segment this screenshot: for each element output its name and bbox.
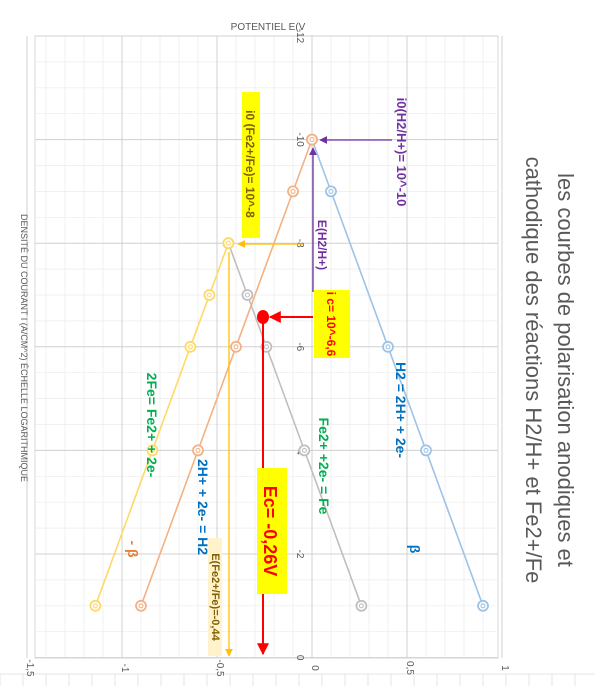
data-point-core [225, 240, 231, 246]
x-tick-label: 0 [294, 655, 305, 661]
minus-beta-label: - β [125, 540, 141, 558]
data-point-core [187, 344, 193, 350]
data-point-core [290, 188, 296, 194]
data-point-core [328, 188, 334, 194]
data-point [382, 340, 394, 353]
ec-label: Ec= -0,26V [260, 486, 280, 577]
h2-anodic-label: H2 = 2H+ + 2e- [393, 362, 409, 458]
data-point-core [149, 447, 155, 453]
e-fe-highlight [208, 538, 222, 656]
x-tick-label: -6 [294, 342, 305, 351]
chart-title: les courbes de polarisation anodiques et… [521, 157, 578, 584]
ec-highlight [257, 468, 287, 594]
data-point-core [385, 344, 391, 350]
fe-anodic-label: 2Fe= Fe2+ + 2e- [144, 373, 160, 478]
data-point [222, 237, 235, 250]
data-point-core [206, 292, 212, 298]
data-point-core [301, 447, 307, 453]
y-tick-label: -1,5 [24, 659, 35, 677]
data-point-core [480, 603, 486, 609]
e-h2-label: E(H2/H+) [315, 220, 329, 270]
sheet-grid [0, 673, 595, 686]
data-point [230, 340, 242, 353]
i0-fe-highlight [242, 92, 260, 238]
x-tick-label: -10 [294, 132, 305, 147]
y-tick-label: -0,5 [214, 659, 225, 677]
y-tick-label: 1 [499, 665, 510, 671]
series-4 [89, 237, 235, 612]
i0-fe-label: i0 (Fe2+/Fe)= 10^-8 [243, 110, 257, 218]
data-point-core [263, 344, 269, 350]
series-2 [135, 133, 318, 612]
data-point-core [233, 344, 239, 350]
data-point [89, 599, 102, 612]
data-point [135, 599, 147, 612]
y-tick-label: -1 [119, 664, 130, 673]
data-point-core [195, 447, 201, 453]
fe-cathodic-label: Fe2+ +2e- = Fe [316, 418, 332, 515]
data-point-core [138, 603, 144, 609]
data-point [325, 185, 337, 198]
i0-h2-label: i0(H2/H+)= 10^-10 [394, 98, 409, 207]
data-point [355, 599, 368, 612]
y-tick-label: 0,5 [404, 661, 415, 675]
data-point-core [309, 137, 315, 143]
ic-label: i c= 10^-6,6 [324, 292, 338, 357]
data-point-core [423, 447, 429, 453]
data-point [184, 340, 197, 353]
x-tick-label: -2 [294, 550, 305, 559]
x-axis-title: DENSITÉ DU COURANT I (A/CM^2) ÉCHELLE LO… [19, 214, 29, 482]
data-point [298, 444, 311, 457]
data-point [306, 133, 318, 146]
data-point [287, 185, 299, 198]
data-point [241, 289, 254, 301]
data-point [203, 289, 216, 301]
annotations: i0(H2/H+)= 10^-10 E(H2/H+) i0 (Fe2+/Fe)= 1… [125, 92, 423, 657]
ic-highlight [314, 290, 350, 358]
e-fe-label: E(Fe2+/Fe)=-0,44 [209, 553, 221, 641]
data-point [146, 444, 159, 457]
h2-cathodic-label: 2H+ + 2e- = H2 [195, 459, 211, 555]
y-tick-label: 0 [309, 665, 320, 671]
y-axis-title: POTENTIEL E(V [231, 22, 306, 33]
chart-title-line-1: les courbes de polarisation anodiques et [553, 173, 578, 567]
data-point-core [244, 292, 250, 298]
intersection-point [257, 310, 269, 324]
data-point [420, 444, 432, 457]
data-point [192, 444, 204, 457]
data-point [477, 599, 489, 612]
x-tick-label: -12 [294, 29, 305, 44]
data-point-core [358, 603, 364, 609]
beta-label: β [407, 545, 423, 554]
chart-title-line-2: cathodique des réactions H2/H+ et Fe2+/F… [521, 157, 546, 584]
data-point-core [92, 603, 98, 609]
